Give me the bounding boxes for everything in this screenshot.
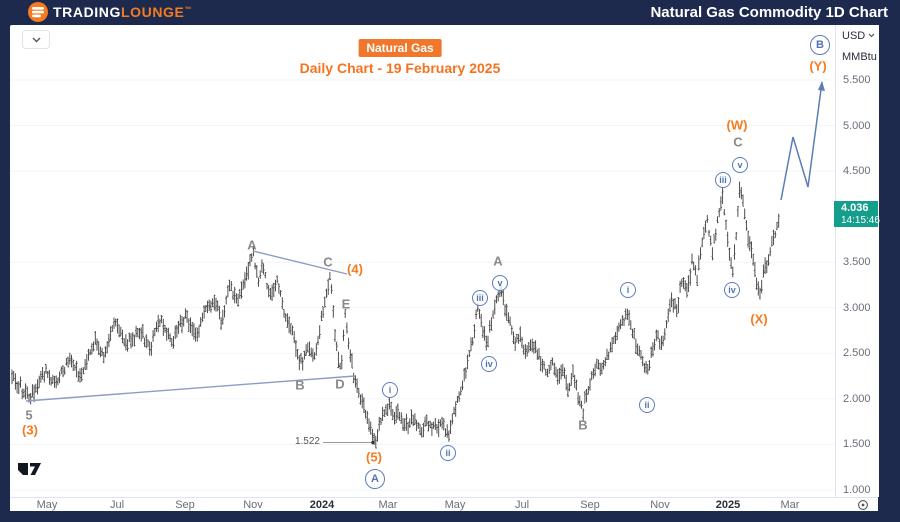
time-tick-label: Nov (243, 499, 263, 511)
wave-label-E: E (341, 296, 351, 312)
wave-label-iv: iv (724, 282, 740, 298)
price-tick-label: 2.500 (843, 347, 871, 360)
price-tick-label: 1.500 (843, 438, 871, 451)
price-axis[interactable]: USD MMBtu 5.500 5.000 4.500 3.500 3.000 2.500… (835, 25, 879, 497)
price-tick-label: 3.500 (843, 256, 871, 269)
wave-label-A: A (247, 237, 257, 253)
unit-selectors: USD MMBtu (836, 25, 879, 67)
dropdown-arrow-icon (868, 33, 875, 38)
wave-label-B: B (810, 35, 830, 55)
wave-label-B: B (295, 377, 305, 393)
time-tick-label: Sep (175, 499, 195, 511)
currency-label: USD (842, 29, 866, 42)
wave-label-A: A (493, 253, 503, 269)
wave-label-Y: (Y) (809, 58, 827, 74)
wave-label-X: (X) (750, 311, 768, 327)
tradingview-logo-icon[interactable] (18, 461, 42, 481)
tradinglounge-logo[interactable]: TRADINGLOUNGE™ (28, 2, 192, 22)
chart-heading: Natural Gas Daily Chart - 19 February 20… (299, 39, 501, 76)
last-price-value: 4.036 (841, 202, 869, 214)
time-tick-label: Jul (109, 499, 125, 511)
time-tick-label: 2025 (715, 499, 741, 511)
chart-subtitle: Daily Chart - 19 February 2025 (299, 60, 501, 76)
wave-label-5: (5) (366, 449, 382, 465)
time-tick-label: Nov (650, 499, 670, 511)
time-tick-label: Sep (580, 499, 600, 511)
burger-circle-icon (28, 2, 48, 22)
wave-label-i: i (620, 282, 636, 298)
price-chart[interactable] (10, 25, 878, 497)
wave-label-ii: ii (639, 397, 655, 413)
unit-dropdown[interactable]: MMBtu (836, 46, 879, 67)
page-title: Natural Gas Commodity 1D Chart (650, 4, 888, 21)
key-low-label: 1.522 (294, 436, 320, 447)
last-price-badge: 4.036 14:15:46 (834, 201, 880, 227)
time-axis[interactable]: May Jul Sep Nov 2024 Mar May Jul Sep Nov 2025 Mar (10, 497, 878, 511)
chevron-down-icon (32, 37, 40, 42)
wave-label-iii: iii (472, 290, 488, 306)
wave-label-C: C (323, 254, 333, 270)
price-tick-label: 3.000 (843, 301, 871, 314)
wave-label-v: v (492, 275, 508, 291)
wave-label-3: (3) (22, 422, 38, 438)
wave-label-ii: ii (440, 445, 456, 461)
last-price-time: 14:15:46 (841, 215, 880, 226)
time-tick-label: May (36, 499, 58, 511)
wave-label-v: v (732, 157, 748, 173)
time-tick-label: 2024 (309, 499, 335, 511)
brand-text: TRADINGLOUNGE™ (53, 4, 193, 20)
price-tick-label: 5.000 (843, 119, 871, 132)
price-tick-label: 4.500 (843, 165, 871, 178)
wave-label-B: B (578, 417, 588, 433)
wave-label-4: (4) (347, 261, 363, 277)
gear-icon[interactable] (856, 498, 870, 516)
chart-panel[interactable]: Natural Gas Daily Chart - 19 February 20… (10, 25, 880, 511)
price-tick-label: 1.000 (843, 483, 871, 496)
price-tick-label: 2.000 (843, 392, 871, 405)
wave-label-5: 5 (25, 407, 33, 423)
unit-label: MMBtu (842, 50, 877, 63)
wave-label-iii: iii (715, 172, 731, 188)
wave-label-i: i (382, 382, 398, 398)
instrument-badge: Natural Gas (358, 39, 442, 57)
time-tick-label: Jul (514, 499, 530, 511)
wave-label-iv: iv (481, 356, 497, 372)
wave-label-C: C (733, 134, 743, 150)
wave-label-D: D (335, 376, 345, 392)
price-tick-label: 5.500 (843, 74, 871, 86)
time-tick-label: May (444, 499, 466, 511)
time-tick-label: Mar (780, 499, 800, 511)
wave-label-A: A (365, 469, 385, 489)
symbol-dropdown-button[interactable] (22, 30, 50, 49)
currency-dropdown[interactable]: USD (836, 25, 879, 46)
time-tick-label: Mar (378, 499, 398, 511)
wave-label-W: (W) (726, 117, 748, 133)
header-bar: TRADINGLOUNGE™ Natural Gas Commodity 1D … (0, 0, 900, 25)
